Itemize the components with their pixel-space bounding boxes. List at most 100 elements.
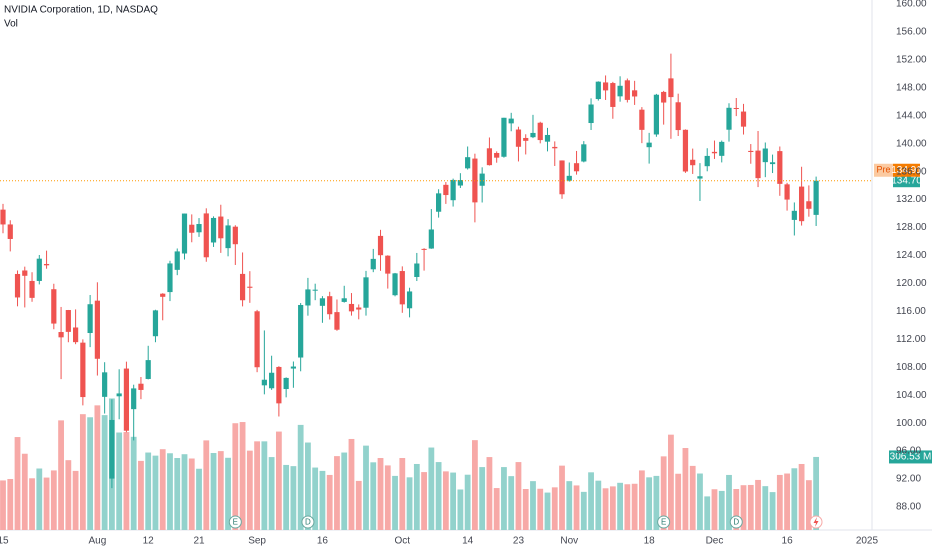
candle-body bbox=[319, 298, 326, 306]
candle-body bbox=[247, 286, 253, 288]
volume-bar bbox=[370, 462, 377, 530]
candle-body bbox=[602, 82, 609, 91]
candle-body bbox=[762, 148, 768, 163]
y-tick-label: 120.00 bbox=[896, 278, 927, 289]
candle-body bbox=[414, 263, 420, 277]
icon-bolt bbox=[813, 517, 819, 527]
y-tick-label: 136.00 bbox=[896, 166, 927, 177]
candle-body bbox=[312, 289, 318, 291]
candle-body bbox=[87, 304, 93, 334]
event-label: E bbox=[233, 518, 238, 527]
volume-bar bbox=[668, 434, 674, 530]
y-tick-label: 156.00 bbox=[896, 27, 927, 38]
candle-body bbox=[806, 201, 812, 209]
volume-bar bbox=[689, 465, 696, 530]
volume-bar bbox=[36, 468, 43, 530]
candle-body bbox=[160, 293, 166, 297]
y-tick-label: 152.00 bbox=[896, 55, 927, 66]
candle-body bbox=[65, 310, 71, 332]
volume-bar bbox=[726, 474, 732, 530]
candle-body bbox=[123, 368, 130, 431]
volume-bar bbox=[442, 471, 449, 530]
candle-body bbox=[181, 213, 188, 254]
volume-bar bbox=[159, 449, 166, 530]
volume-bar bbox=[747, 484, 754, 530]
candle-body bbox=[748, 150, 754, 153]
candle-body bbox=[305, 289, 311, 306]
y-tick-label: 140.00 bbox=[896, 138, 927, 149]
volume-bar bbox=[145, 452, 152, 530]
candle-body bbox=[218, 216, 224, 239]
y-tick-label: 88.00 bbox=[896, 502, 921, 513]
volume-bar bbox=[638, 470, 645, 530]
volume-bar bbox=[660, 456, 667, 530]
candle-body bbox=[22, 270, 28, 276]
volume-bar bbox=[348, 438, 355, 530]
volume-bar bbox=[413, 463, 420, 530]
volume-bar bbox=[21, 453, 28, 530]
volume-bar bbox=[595, 480, 602, 530]
volume-bar bbox=[58, 420, 64, 530]
candle-body bbox=[269, 372, 275, 389]
event-marker bbox=[657, 515, 671, 529]
candle-body bbox=[544, 134, 551, 142]
candle-body bbox=[682, 129, 689, 172]
candle-body bbox=[348, 303, 355, 312]
candle-body bbox=[719, 141, 725, 156]
candle-body bbox=[755, 150, 761, 179]
candle-body bbox=[203, 213, 209, 258]
candle-body bbox=[261, 379, 267, 386]
volume-bar bbox=[43, 477, 50, 530]
candle-body bbox=[595, 81, 601, 100]
x-tick-label: 16 bbox=[317, 536, 329, 547]
volume-bar bbox=[246, 450, 253, 530]
x-tick-label: 16 bbox=[782, 536, 794, 547]
candle-body bbox=[370, 258, 376, 270]
volume-bar bbox=[363, 445, 369, 530]
volume-bar bbox=[791, 468, 798, 530]
candle-body bbox=[639, 109, 645, 130]
x-tick-label: Aug bbox=[88, 536, 106, 547]
event-marker bbox=[228, 515, 242, 529]
x-tick-label: 23 bbox=[513, 536, 525, 547]
candle-body bbox=[632, 90, 638, 97]
candle-body bbox=[668, 78, 674, 98]
pre-market-tag bbox=[874, 163, 893, 177]
candle-body bbox=[581, 144, 587, 162]
candle-body bbox=[740, 111, 747, 127]
pre-market-box bbox=[893, 163, 920, 177]
volume-bar bbox=[283, 464, 290, 530]
volume-bar bbox=[776, 474, 783, 530]
candle-body bbox=[0, 209, 6, 225]
volume-bar bbox=[87, 417, 94, 530]
candle-body bbox=[363, 277, 369, 308]
volume-bar bbox=[457, 489, 464, 530]
volume-bar bbox=[290, 466, 297, 530]
volume-bar bbox=[138, 460, 144, 530]
candle-body bbox=[777, 151, 783, 184]
volume-bar bbox=[217, 451, 224, 530]
candle-body bbox=[552, 146, 558, 149]
candle-body bbox=[465, 157, 471, 169]
volume-bar bbox=[7, 478, 14, 530]
candle-body bbox=[196, 224, 202, 233]
volume-bar bbox=[682, 448, 689, 530]
volume-bar bbox=[29, 478, 35, 530]
candle-body bbox=[254, 311, 260, 368]
candle-body bbox=[36, 258, 42, 281]
volume-bar bbox=[544, 492, 551, 530]
volume-bar bbox=[464, 474, 471, 530]
volume-bar bbox=[152, 455, 159, 530]
candle-body bbox=[791, 210, 797, 220]
volume-bar bbox=[392, 475, 398, 530]
volume-bar bbox=[275, 431, 282, 530]
x-tick-label: Oct bbox=[395, 536, 411, 547]
y-tick-label: 100.00 bbox=[896, 418, 927, 429]
volume-bar bbox=[167, 453, 173, 530]
volume-bar bbox=[479, 467, 486, 530]
candle-body bbox=[145, 360, 151, 379]
candle-body bbox=[479, 173, 485, 186]
candle-body bbox=[515, 129, 522, 147]
candle-body bbox=[14, 273, 21, 298]
volume-bar bbox=[319, 470, 326, 530]
